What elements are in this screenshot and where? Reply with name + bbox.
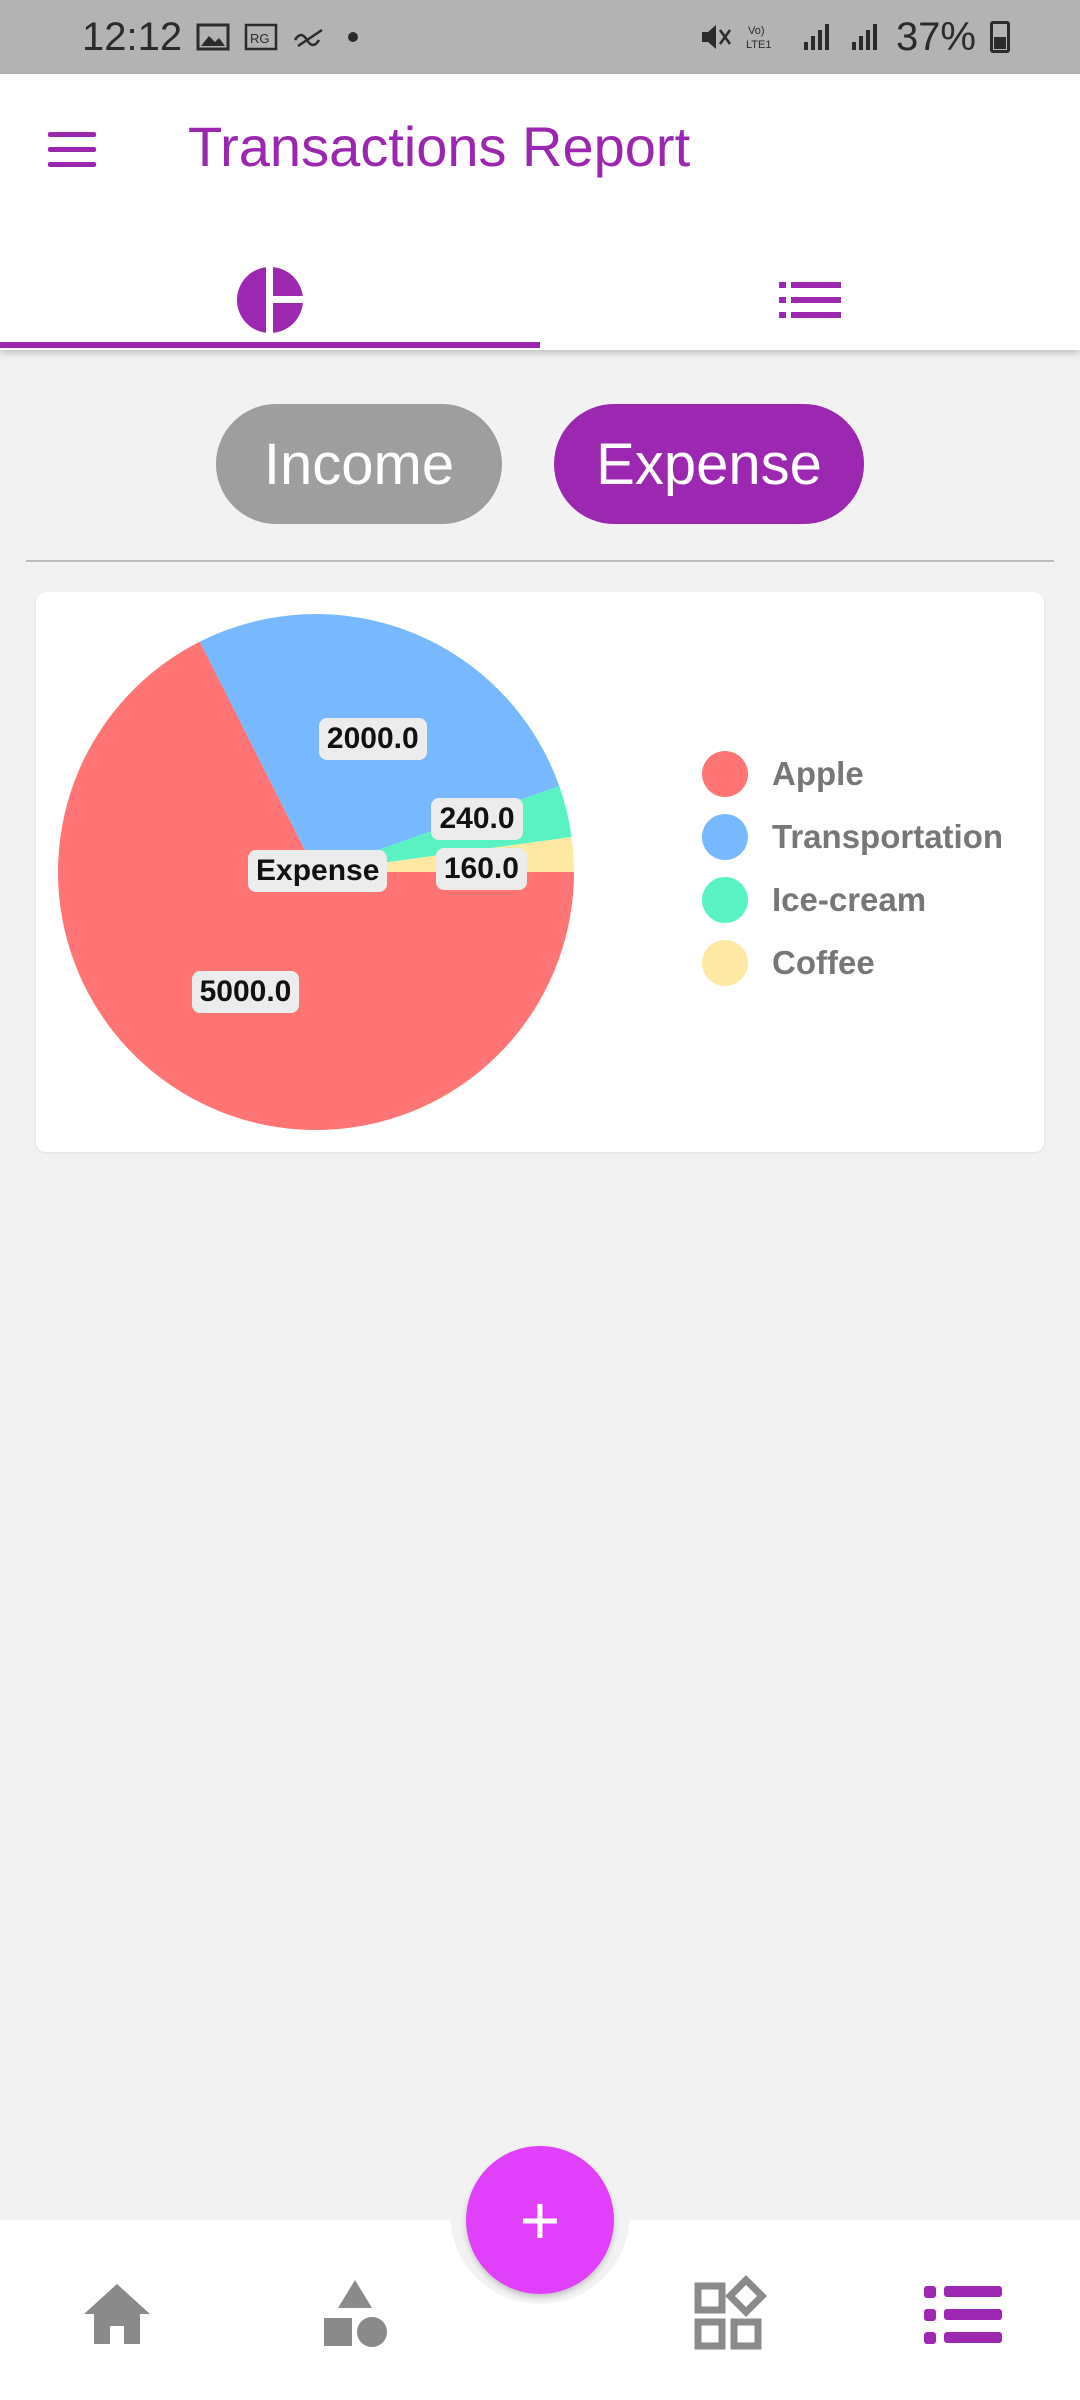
signal-icon <box>803 24 829 50</box>
shapes-icon <box>324 2280 387 2347</box>
list-icon <box>924 2286 1002 2344</box>
nav-item-categories[interactable] <box>310 2270 400 2360</box>
battery-icon <box>990 21 1010 53</box>
legend-item: Coffee <box>702 931 1003 994</box>
pie-value-label: 240.0 <box>431 797 523 840</box>
status-bar: 12:12 RG Vo) LTE1 <box>0 0 1080 74</box>
legend-dot <box>702 939 748 986</box>
sim-icon: RG <box>244 23 278 51</box>
pie-value-label: 160.0 <box>435 848 527 891</box>
home-icon <box>84 2284 150 2344</box>
income-button[interactable]: Income <box>216 404 502 524</box>
tab-chart[interactable] <box>0 250 540 350</box>
legend-label: Ice-cream <box>772 880 927 918</box>
app-bar: Transactions Report <box>0 74 1080 350</box>
pie-value-label: 5000.0 <box>191 970 300 1013</box>
legend-label: Apple <box>772 754 864 792</box>
wifi-calling-icon <box>294 28 323 48</box>
legend-dot <box>702 876 748 923</box>
legend-dot <box>702 813 748 860</box>
svg-text:LTE1: LTE1 <box>746 39 771 51</box>
nav-item-reports[interactable] <box>918 2270 1008 2360</box>
nav-item-widgets[interactable] <box>682 2270 772 2360</box>
legend-label: Transportation <box>772 817 1004 855</box>
pie-chart-icon <box>237 266 304 334</box>
legend-item: Transportation <box>702 805 1003 868</box>
chart-card: 5000.0 2000.0 240.0 160.0 Expense Apple Trans… <box>36 592 1044 1152</box>
expense-button[interactable]: Expense <box>554 404 864 524</box>
mute-icon <box>701 25 731 49</box>
chart-legend: Apple Transportation Ice-cream Coffee <box>702 742 1003 994</box>
image-icon <box>196 23 230 51</box>
list-icon <box>779 282 841 318</box>
nav-item-home[interactable] <box>72 2270 162 2360</box>
add-transaction-button[interactable]: + <box>466 2146 614 2294</box>
page-title: Transactions Report <box>188 115 691 178</box>
legend-item: Ice-cream <box>702 868 1003 931</box>
tab-indicator <box>0 342 540 348</box>
legend-dot <box>702 750 748 797</box>
widgets-icon <box>694 2275 767 2350</box>
battery-percent: 37% <box>895 14 976 59</box>
signal-icon <box>851 24 877 50</box>
status-left: 12:12 RG <box>82 14 359 60</box>
tab-list[interactable] <box>540 250 1080 350</box>
legend-label: Coffee <box>772 943 875 981</box>
status-right: Vo) LTE1 37% <box>698 15 1010 60</box>
svg-text:RG: RG <box>250 31 270 46</box>
divider <box>26 560 1054 562</box>
svg-text:Vo): Vo) <box>748 25 765 37</box>
legend-item: Apple <box>702 742 1003 805</box>
volte-icon: Vo) LTE1 <box>746 25 771 51</box>
pie-center-label: Expense <box>248 850 388 892</box>
notification-dot-icon <box>348 32 359 42</box>
status-time: 12:12 <box>82 14 183 59</box>
pie-value-label: 2000.0 <box>318 718 427 761</box>
menu-icon[interactable] <box>48 128 98 172</box>
